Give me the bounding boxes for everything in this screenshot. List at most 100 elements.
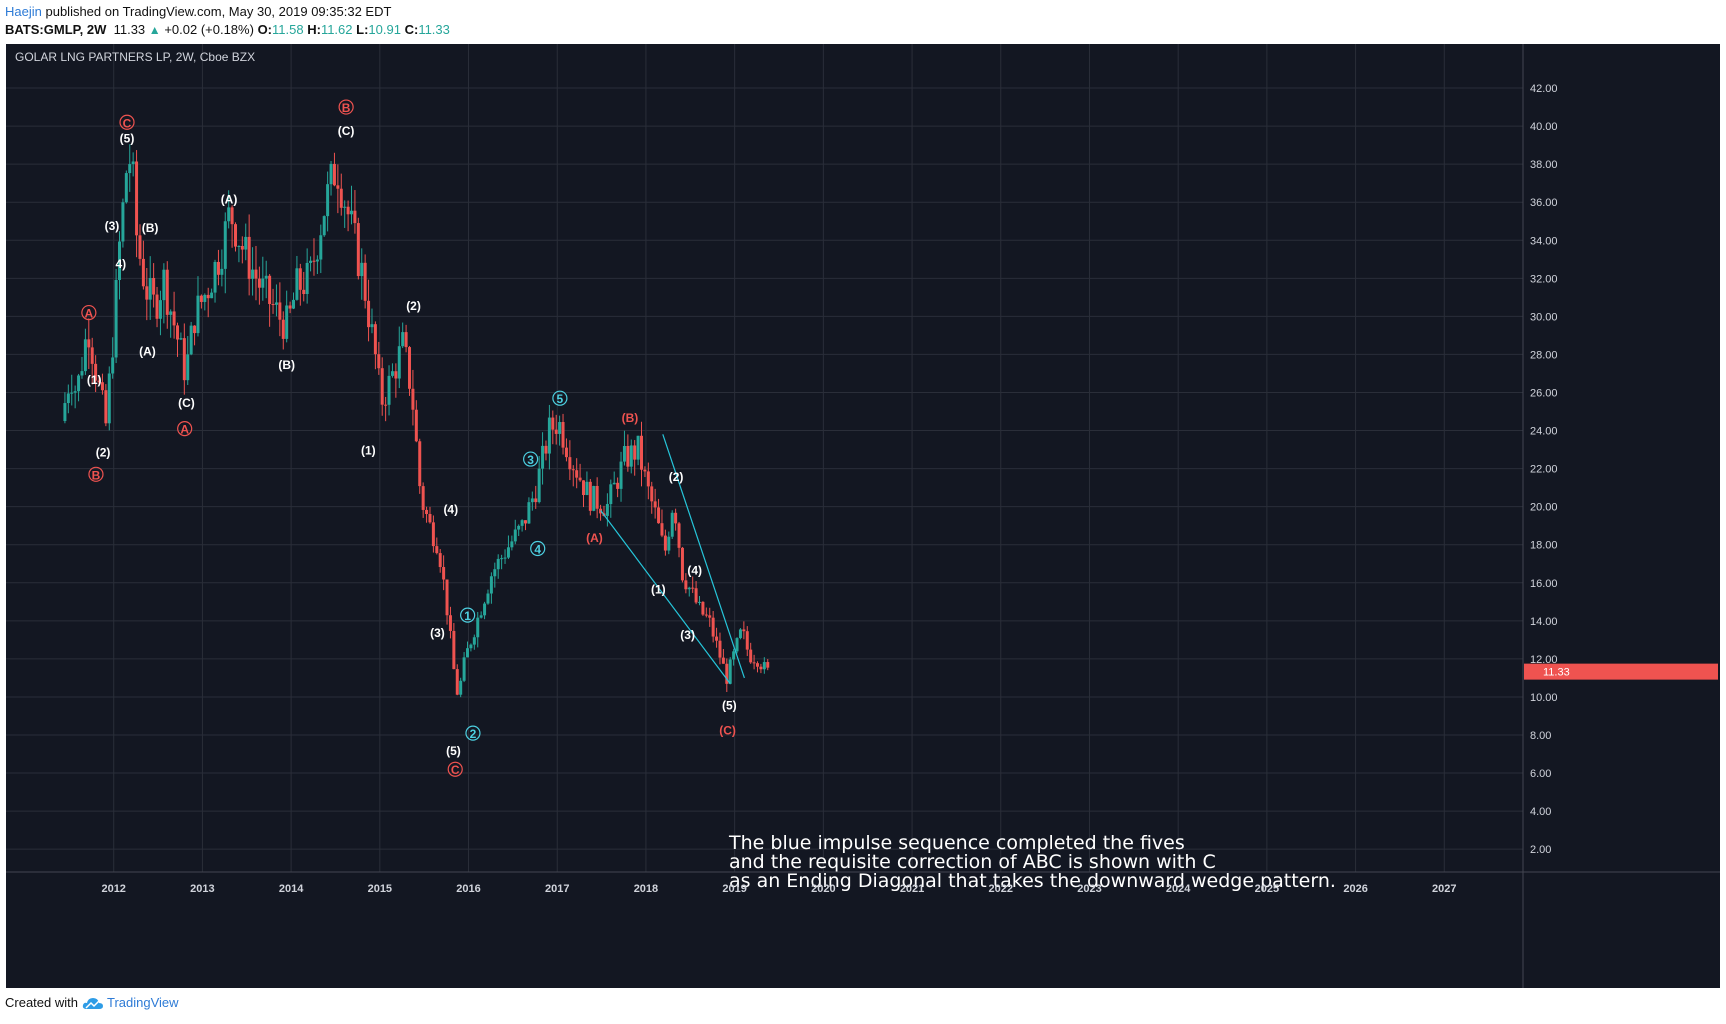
candle-body: [394, 371, 398, 379]
wave-label: (4): [443, 503, 458, 517]
candle-body: [547, 417, 551, 454]
candle-body: [353, 210, 357, 224]
candle-body: [633, 445, 637, 460]
candle-body: [73, 391, 77, 393]
candle-body: [472, 637, 476, 645]
candle-body: [414, 409, 418, 442]
candle-body: [336, 185, 340, 189]
candle-body: [247, 236, 251, 279]
grid-lines: [6, 44, 1523, 872]
candle-body: [506, 547, 510, 558]
wave-label: (1): [651, 582, 666, 596]
candle-body: [230, 207, 234, 225]
candle-body: [309, 260, 313, 263]
candle-body: [418, 441, 422, 487]
candle-body: [172, 311, 176, 326]
candle-body: [312, 260, 316, 262]
candle-body: [721, 657, 725, 664]
wave-label: C: [123, 116, 132, 130]
x-tick-label: 2018: [634, 883, 658, 895]
candle-body: [295, 268, 299, 300]
y-tick-label: 16.00: [1530, 578, 1558, 590]
candle-body: [738, 629, 742, 639]
wave-labels: A (1) (2) B C (5) (3) 4) (B) (A) (C) A (A) (B) B (C) (2)…: [81, 99, 737, 777]
x-tick-label: 2016: [456, 883, 480, 895]
candle-body: [380, 368, 384, 405]
candle-body: [711, 617, 715, 637]
annotation-line-3: as an Ending Diagonal that takes the dow…: [729, 870, 1336, 892]
price-chart[interactable]: A (1) (2) B C (5) (3) 4) (B) (A) (C) A (A) (B) B (C) (2)…: [6, 44, 1720, 988]
candle-body: [438, 553, 442, 568]
candle-body: [220, 268, 224, 275]
x-tick-label: 2025: [1255, 883, 1279, 895]
x-tick-label: 2020: [811, 883, 835, 895]
candle-body: [118, 241, 122, 280]
candle-body: [745, 631, 749, 650]
candle-body: [489, 576, 493, 594]
candle-body: [329, 163, 333, 185]
candle-body: [537, 468, 541, 503]
wave-label-circle: [460, 607, 476, 623]
y-tick-label: 4.00: [1530, 806, 1551, 818]
candle-body: [428, 513, 432, 523]
candle-body: [431, 522, 435, 547]
wave-label-circle: [338, 99, 354, 115]
wave-label: (4): [687, 563, 702, 577]
last-price-tag-label: 11.33: [1543, 667, 1570, 679]
candle-body: [476, 617, 480, 638]
candle-body: [145, 286, 149, 300]
candle-body: [176, 325, 180, 340]
candle-body: [397, 346, 401, 379]
candle-body: [561, 422, 565, 448]
candle-body: [554, 429, 558, 434]
candle-body: [530, 498, 534, 503]
candle-body: [240, 246, 244, 250]
candle-body: [496, 558, 500, 570]
wave-label: (2): [406, 299, 421, 313]
candle-body: [650, 486, 654, 502]
wave-label: (3): [430, 626, 445, 640]
candle-body: [551, 417, 555, 430]
wave-label: (5): [446, 744, 461, 758]
wave-label-circle: [465, 725, 481, 741]
y-tick-label: 12.00: [1530, 654, 1558, 666]
price-change: +0.02 (+0.18%): [164, 22, 254, 37]
wave-label: B: [342, 101, 351, 115]
wave-label: (2): [96, 445, 111, 459]
candle-body: [121, 202, 125, 242]
candle-body: [206, 294, 210, 299]
candle-body: [367, 300, 371, 328]
candle-body: [636, 435, 640, 460]
wave-label: (A): [221, 192, 238, 206]
chart-background: [6, 44, 1720, 988]
candle-body: [350, 210, 354, 215]
candle-body: [564, 447, 568, 458]
chart-frame[interactable]: A (1) (2) B C (5) (3) 4) (B) (A) (C) A (A) (B) B (C) (2)…: [6, 44, 1720, 988]
x-tick-label: 2023: [1077, 883, 1101, 895]
candle-body: [285, 305, 289, 339]
candle-body: [493, 569, 497, 577]
candle-body: [435, 546, 439, 554]
tradingview-link[interactable]: TradingView: [106, 995, 179, 1010]
candle-body: [612, 482, 616, 485]
wave-label: 4: [534, 543, 541, 557]
wave-label: (5): [120, 132, 135, 146]
low-value: 10.91: [368, 22, 401, 37]
candle-body: [667, 536, 671, 551]
wave-label: 5: [557, 392, 564, 406]
candle-body: [131, 161, 135, 165]
candle-body: [257, 278, 261, 288]
candle-body: [326, 184, 330, 217]
candle-body: [343, 206, 347, 208]
author-link[interactable]: Haejin: [5, 4, 42, 19]
candle-body: [83, 339, 87, 372]
candle-body: [541, 445, 545, 469]
candle-body: [517, 525, 521, 530]
candle-body: [373, 324, 377, 355]
candle-body: [728, 659, 732, 684]
high-label: H:: [307, 22, 321, 37]
candle-body: [503, 557, 507, 559]
wave-label: 3: [527, 453, 534, 467]
candle-body: [186, 354, 190, 381]
candle-body: [216, 261, 220, 275]
